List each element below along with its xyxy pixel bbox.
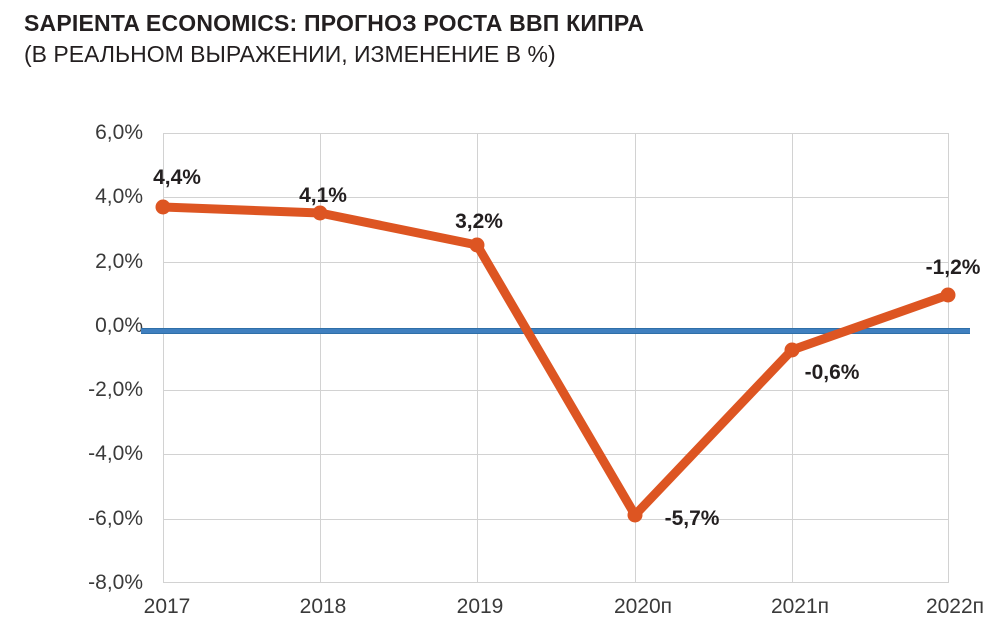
x-tick-label: 2018 <box>299 595 347 618</box>
gridline-horizontal <box>163 197 948 198</box>
data-label: 4,1% <box>299 184 347 207</box>
gridline-vertical <box>948 133 949 583</box>
y-tick-label: 0,0% <box>95 313 143 337</box>
x-tick-label: 2020п <box>613 595 673 618</box>
x-tick-label: 2019 <box>456 595 504 618</box>
y-tick-label: -6,0% <box>88 506 143 530</box>
data-label: 4,4% <box>153 166 201 189</box>
data-label: -0,6% <box>804 361 860 384</box>
gridline-vertical <box>163 133 164 583</box>
zero-reference-line <box>141 328 970 334</box>
x-tick-label: 2022п <box>925 595 985 618</box>
gridline-horizontal <box>163 582 948 583</box>
gridline-horizontal <box>163 390 948 391</box>
gridline-vertical <box>635 133 636 583</box>
data-label: -5,7% <box>664 507 720 530</box>
chart-header: SAPIENTA ECONOMICS: ПРОГНОЗ РОСТА ВВП КИ… <box>24 8 964 70</box>
y-tick-label: 6,0% <box>95 121 143 144</box>
y-tick-label: 4,0% <box>95 185 143 209</box>
x-axis-labels: 2017 2018 2019 2020п 2021п 2022п <box>0 595 1000 629</box>
y-tick-label: 2,0% <box>95 249 143 273</box>
page-subtitle: (В РЕАЛЬНОМ ВЫРАЖЕНИИ, ИЗМЕНЕНИЕ В %) <box>24 41 556 67</box>
page-title: SAPIENTA ECONOMICS: ПРОГНОЗ РОСТА ВВП КИ… <box>24 10 645 36</box>
y-tick-label: -4,0% <box>88 442 143 466</box>
y-tick-label: -2,0% <box>88 378 143 402</box>
gridline-vertical <box>792 133 793 583</box>
plot-area <box>141 133 970 583</box>
x-tick-label: 2017 <box>143 595 191 618</box>
data-label: 3,2% <box>455 210 503 233</box>
gridline-horizontal <box>163 454 948 455</box>
gridline-horizontal <box>163 519 948 520</box>
gridline-vertical <box>477 133 478 583</box>
y-axis-labels: 6,0% 4,0% 2,0% 0,0% -2,0% -4,0% -6,0% -8… <box>13 121 143 594</box>
x-tick-label: 2021п <box>770 595 830 618</box>
data-label: -1,2% <box>925 256 981 279</box>
y-tick-label: -8,0% <box>88 571 143 594</box>
gridline-horizontal <box>163 133 948 134</box>
gridline-horizontal <box>163 262 948 263</box>
